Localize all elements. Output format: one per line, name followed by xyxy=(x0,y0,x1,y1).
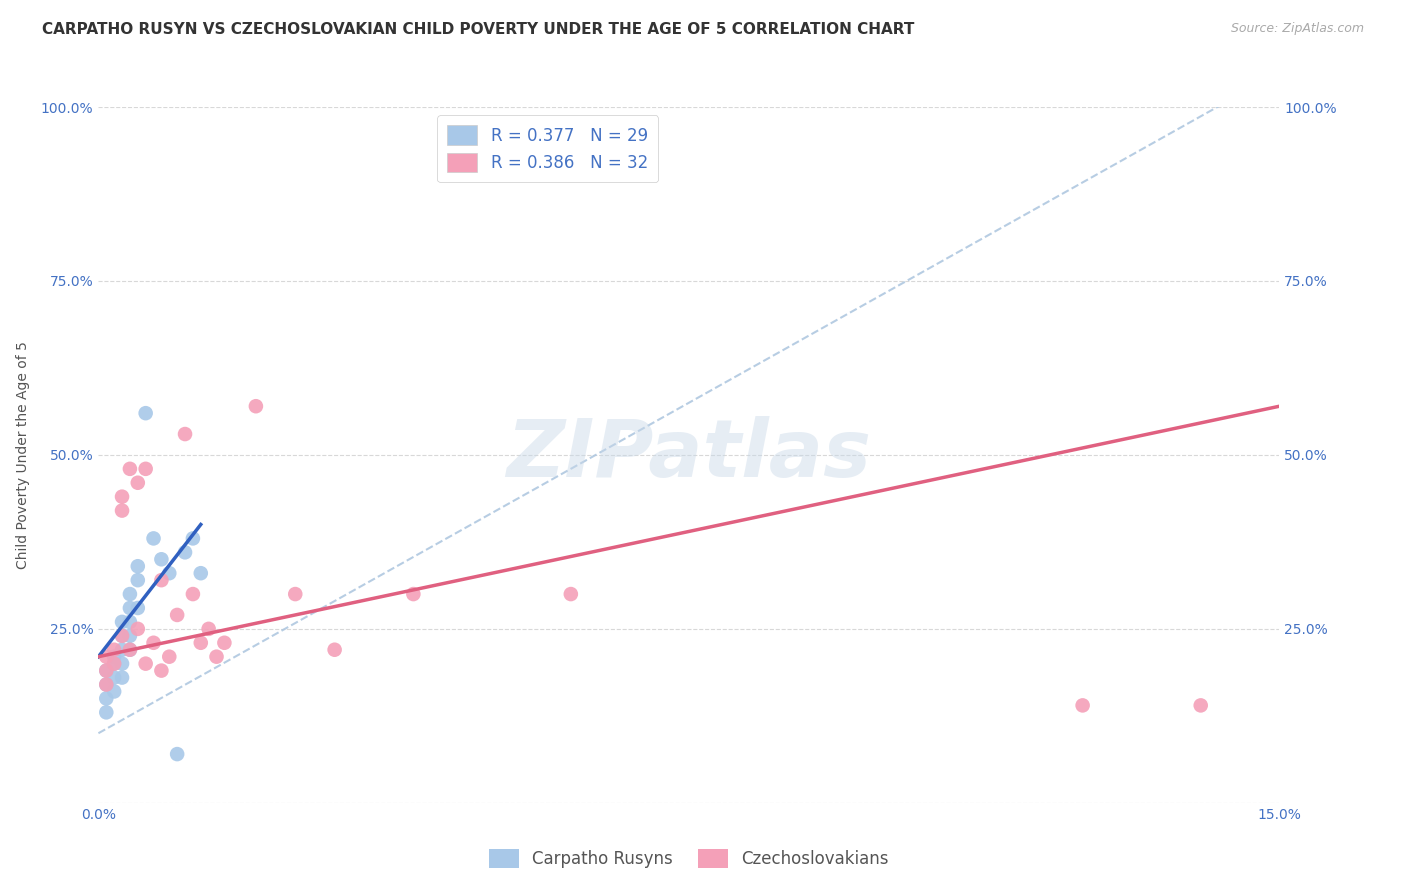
Point xyxy=(181,587,204,601)
Point xyxy=(111,657,134,671)
Point xyxy=(111,629,134,643)
Point xyxy=(127,475,149,490)
Point xyxy=(118,642,141,657)
Point xyxy=(174,545,197,559)
Point xyxy=(103,657,125,671)
Point xyxy=(190,636,212,650)
Point xyxy=(1189,698,1212,713)
Point xyxy=(402,587,425,601)
Point xyxy=(135,406,157,420)
Point xyxy=(111,615,134,629)
Text: ZIPatlas: ZIPatlas xyxy=(506,416,872,494)
Point xyxy=(150,573,173,587)
Point xyxy=(96,706,118,720)
Point xyxy=(118,462,141,476)
Point xyxy=(118,587,141,601)
Point xyxy=(150,552,173,566)
Legend: R = 0.377   N = 29, R = 0.386   N = 32: R = 0.377 N = 29, R = 0.386 N = 32 xyxy=(437,115,658,182)
Point xyxy=(96,664,118,678)
Point xyxy=(111,629,134,643)
Point xyxy=(96,677,118,691)
Point xyxy=(111,490,134,504)
Point xyxy=(103,642,125,657)
Point xyxy=(118,642,141,657)
Point xyxy=(245,399,267,413)
Point xyxy=(323,642,346,657)
Point xyxy=(111,503,134,517)
Point xyxy=(103,684,125,698)
Point xyxy=(118,629,141,643)
Point xyxy=(111,671,134,685)
Legend: Carpatho Rusyns, Czechoslovakians: Carpatho Rusyns, Czechoslovakians xyxy=(482,842,896,875)
Point xyxy=(560,587,582,601)
Point xyxy=(174,427,197,442)
Point xyxy=(127,622,149,636)
Point xyxy=(135,462,157,476)
Point xyxy=(127,559,149,574)
Point xyxy=(205,649,228,664)
Point xyxy=(96,677,118,691)
Point xyxy=(181,532,204,546)
Text: CARPATHO RUSYN VS CZECHOSLOVAKIAN CHILD POVERTY UNDER THE AGE OF 5 CORRELATION C: CARPATHO RUSYN VS CZECHOSLOVAKIAN CHILD … xyxy=(42,22,914,37)
Point xyxy=(1071,698,1094,713)
Point xyxy=(103,671,125,685)
Point xyxy=(150,664,173,678)
Point xyxy=(118,601,141,615)
Point xyxy=(103,657,125,671)
Point xyxy=(118,615,141,629)
Point xyxy=(127,573,149,587)
Point xyxy=(96,691,118,706)
Point xyxy=(142,636,165,650)
Point xyxy=(127,601,149,615)
Point xyxy=(103,649,125,664)
Point xyxy=(142,532,165,546)
Point xyxy=(135,657,157,671)
Point xyxy=(166,607,188,622)
Point xyxy=(190,566,212,581)
Text: Source: ZipAtlas.com: Source: ZipAtlas.com xyxy=(1230,22,1364,36)
Point xyxy=(197,622,219,636)
Y-axis label: Child Poverty Under the Age of 5: Child Poverty Under the Age of 5 xyxy=(15,341,30,569)
Point xyxy=(214,636,236,650)
Point xyxy=(166,747,188,761)
Point xyxy=(157,649,180,664)
Point xyxy=(96,649,118,664)
Point xyxy=(284,587,307,601)
Point xyxy=(96,664,118,678)
Point xyxy=(111,642,134,657)
Point xyxy=(157,566,180,581)
